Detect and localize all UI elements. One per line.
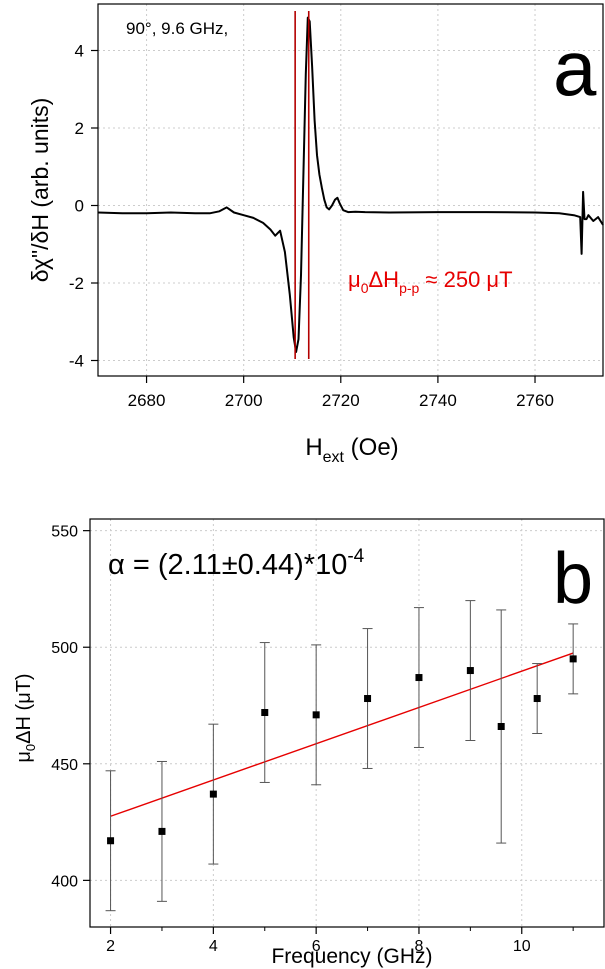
panel-b-x-tick-label: 10 bbox=[513, 938, 531, 955]
panel-a-x-tick-label: 2720 bbox=[322, 391, 360, 410]
panel-a: 2680 2700 2720 2740 2760 -4 -2 0 2 4 90°, 9.6 GHz… bbox=[27, 3, 604, 466]
panel-b-data-point bbox=[466, 667, 474, 675]
panel-a-y-tick-label: -4 bbox=[69, 352, 84, 371]
panel-b-x-tick-label: 4 bbox=[209, 938, 218, 955]
panel-a-y-axis-label: δχ"/δH (arb. units) bbox=[27, 98, 53, 283]
panel-b-data-point bbox=[497, 722, 505, 730]
panel-a-annotation: 90°, 9.6 GHz, bbox=[126, 19, 228, 38]
panel-b-y-tick-label: 550 bbox=[51, 524, 78, 541]
panel-b-y-tick-label: 400 bbox=[51, 873, 78, 890]
panel-b-plot-frame bbox=[89, 518, 605, 928]
panel-b-x-tick-label: 8 bbox=[415, 938, 424, 955]
panel-b-fit-line bbox=[110, 652, 574, 817]
panel-b-fit bbox=[110, 652, 574, 817]
panel-a-y-tick-label: -2 bbox=[69, 274, 84, 293]
panel-b-data-point bbox=[107, 837, 115, 845]
panel-b-data-point bbox=[158, 827, 166, 835]
panel-a-x-tick-label: 2740 bbox=[419, 391, 457, 410]
panel-b-alpha-annotation: α = (2.11±0.44)*10-4 bbox=[108, 546, 365, 581]
panel-b-label: b bbox=[553, 539, 593, 619]
panel-a-label: a bbox=[553, 24, 597, 112]
panel-b-x-tick-label: 6 bbox=[312, 938, 321, 955]
panel-b-data-point bbox=[261, 709, 269, 717]
panel-a-y-tick-label: 0 bbox=[75, 197, 84, 216]
panel-b-y-axis-label: μ0ΔH (μT) bbox=[13, 673, 38, 762]
panel-b-data-point bbox=[533, 695, 541, 703]
panel-b-y-tick-label: 500 bbox=[51, 640, 78, 657]
panel-a-x-axis-label: Hext (Oe) bbox=[305, 434, 398, 466]
panel-b-x-axis-label: Frequency (GHz) bbox=[271, 945, 432, 968]
panel-a-trace bbox=[97, 16, 604, 353]
panel-a-markers bbox=[294, 11, 310, 359]
panel-a-x-tick-label: 2700 bbox=[225, 391, 263, 410]
panel-b-y-tick-label: 450 bbox=[51, 757, 78, 774]
panel-a-spectrum-line bbox=[97, 16, 604, 353]
panel-b-data-point bbox=[364, 695, 372, 703]
panel-a-y-tick-label: 2 bbox=[75, 119, 84, 138]
panel-b-x-tick-label: 2 bbox=[106, 938, 115, 955]
panel-b-data-point bbox=[569, 655, 577, 663]
panel-a-plot-frame bbox=[97, 3, 604, 377]
panel-b-points bbox=[105, 600, 579, 912]
panel-a-linewidth-label: μ0ΔHp-p ≈ 250 μT bbox=[348, 267, 513, 296]
panel-a-x-tick-label: 2680 bbox=[128, 391, 166, 410]
panel-b-ticks: 2 4 6 8 10 400 450 500 550 bbox=[51, 524, 574, 955]
panel-a-ticks: 2680 2700 2720 2740 2760 -4 -2 0 2 4 bbox=[69, 42, 554, 411]
panel-a-y-tick-label: 4 bbox=[75, 42, 84, 61]
panel-a-x-tick-label: 2760 bbox=[516, 391, 554, 410]
panel-a-grid bbox=[98, 4, 603, 376]
panel-b-data-point bbox=[312, 711, 320, 719]
panel-b-data-point bbox=[415, 674, 423, 682]
panel-b-data-point bbox=[209, 790, 217, 798]
